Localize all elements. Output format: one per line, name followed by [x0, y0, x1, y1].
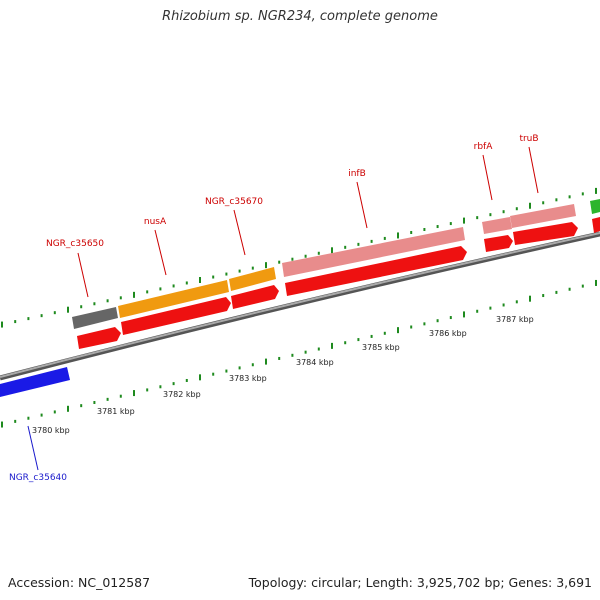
arrow-infb[interactable]	[285, 246, 467, 296]
feature-trub[interactable]	[510, 204, 576, 228]
leader-infb	[356, 181, 368, 229]
scale-ticks-upper	[1, 187, 597, 328]
feature-green[interactable]	[590, 199, 600, 214]
label-ngr-c35650[interactable]: NGR_c35650	[46, 239, 104, 249]
scale-label: 3784 kbp	[296, 358, 334, 367]
scale-ticks-lower	[1, 279, 597, 428]
scale-label: 3781 kbp	[97, 407, 135, 416]
label-ngr-c35640[interactable]: NGR_c35640	[9, 473, 67, 483]
scale-label: 3787 kbp	[496, 315, 534, 324]
feature-nusa[interactable]	[118, 280, 229, 318]
arrow-trub[interactable]	[513, 222, 578, 245]
genome-backbone-highlight	[0, 232, 600, 378]
label-rbfa[interactable]: rbfA	[474, 142, 494, 152]
label-trub[interactable]: truB	[519, 134, 538, 144]
genome-backbone	[0, 231, 600, 381]
label-nusa[interactable]: nusA	[144, 217, 167, 227]
feature-ngr-c35670[interactable]	[229, 267, 276, 291]
leader-trub	[528, 146, 539, 194]
feature-ngr-c35640[interactable]	[0, 367, 70, 397]
scale-label: 3780 kbp	[32, 426, 70, 435]
scale-label: 3783 kbp	[229, 374, 267, 383]
leader-ngr-c35670	[233, 209, 246, 256]
leader-rbfa	[482, 154, 493, 201]
genome-summary-text: Topology: circular; Length: 3,925,702 bp…	[248, 575, 592, 590]
accession-text: Accession: NC_012587	[8, 575, 151, 590]
arrow-ngr-c35650[interactable]	[77, 327, 121, 349]
arrow-ngr-c35670[interactable]	[231, 285, 279, 309]
feature-rbfa[interactable]	[482, 217, 512, 234]
leader-ngr-c35640	[27, 425, 39, 471]
arrow-rbfa[interactable]	[484, 235, 513, 252]
feature-infb[interactable]	[282, 227, 465, 277]
map-title: Rhizobium sp. NGR234, complete genome	[162, 9, 438, 24]
scale-label: 3785 kbp	[362, 343, 400, 352]
label-ngr-c35670[interactable]: NGR_c35670	[205, 197, 263, 207]
scale-label: 3782 kbp	[163, 390, 201, 399]
arrow-right-edge[interactable]	[592, 217, 600, 233]
scale-label: 3786 kbp	[429, 329, 467, 338]
leader-ngr-c35650	[77, 252, 89, 298]
feature-ngr-c35650[interactable]	[72, 307, 118, 329]
label-infb[interactable]: infB	[348, 169, 366, 179]
arrow-nusa[interactable]	[121, 297, 231, 335]
leader-nusa	[154, 229, 167, 276]
